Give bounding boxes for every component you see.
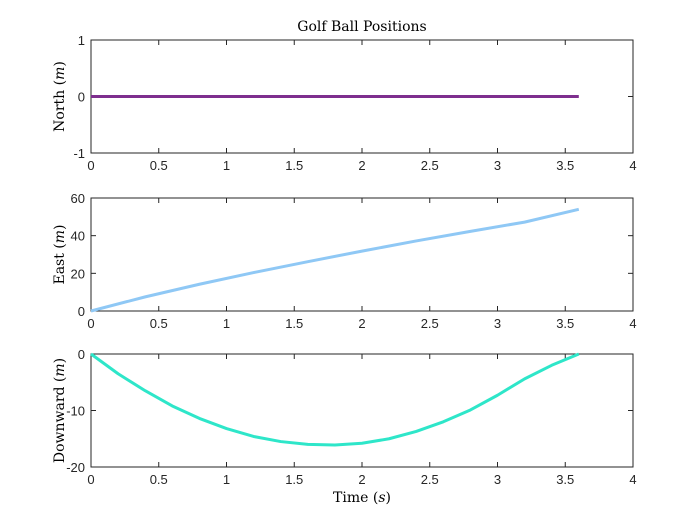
chart-title: Golf Ball Positions [297, 19, 426, 35]
x-tick-label: 3.5 [556, 472, 574, 487]
x-tick-label: 2.5 [421, 316, 439, 331]
east-y-axis-label: East (m) [52, 224, 68, 284]
east-series-line [90, 207, 580, 313]
x-tick-label: 4 [629, 472, 636, 487]
x-tick-label: 2 [358, 316, 365, 331]
y-tick-label: 0 [78, 304, 85, 319]
x-tick-label: 4 [629, 316, 636, 331]
x-tick-label: 0 [87, 472, 94, 487]
y-tick-label: 20 [71, 266, 85, 281]
x-tick-label: 3 [494, 316, 501, 331]
x-tick-label: 1 [223, 316, 230, 331]
downward-y-axis-label: Downward (m) [52, 358, 68, 463]
y-tick-label: 0 [78, 90, 85, 105]
x-tick-label: 0.5 [150, 316, 168, 331]
x-tick-label: 2.5 [421, 472, 439, 487]
x-tick-label: 1 [223, 472, 230, 487]
x-tick-label: 0.5 [150, 158, 168, 173]
x-tick-label: 3 [494, 472, 501, 487]
x-tick-label: 3.5 [556, 316, 574, 331]
y-tick-label: 60 [71, 191, 85, 206]
downward-series-line [90, 352, 580, 447]
x-tick-label: 1 [223, 158, 230, 173]
x-tick-label: 4 [629, 158, 636, 173]
x-tick-label: 2.5 [421, 158, 439, 173]
y-tick-label: 1 [78, 33, 85, 48]
north-y-axis-label: North (m) [52, 61, 68, 132]
y-tick-label: -10 [66, 404, 85, 419]
y-tick-label: -20 [66, 460, 85, 475]
x-tick-label: 0 [87, 158, 94, 173]
x-axis-label: Time (s) [333, 490, 391, 506]
y-tick-label: 0 [78, 347, 85, 362]
y-tick-label: 40 [71, 229, 85, 244]
x-tick-label: 2 [358, 472, 365, 487]
x-tick-label: 0 [87, 316, 94, 331]
x-tick-label: 3 [494, 158, 501, 173]
x-tick-label: 3.5 [556, 158, 574, 173]
x-tick-label: 0.5 [150, 472, 168, 487]
x-tick-label: 1.5 [285, 472, 303, 487]
downward-position-axes: 0 0.5 1 1.5 2 2.5 3 3.5 4 -20 -10 0 Downward (m) Time… [52, 347, 637, 506]
x-tick-label: 2 [358, 158, 365, 173]
y-tick-label: -1 [73, 146, 85, 161]
x-tick-label: 1.5 [285, 158, 303, 173]
downward-axes-box [90, 353, 634, 468]
x-tick-label: 1.5 [285, 316, 303, 331]
